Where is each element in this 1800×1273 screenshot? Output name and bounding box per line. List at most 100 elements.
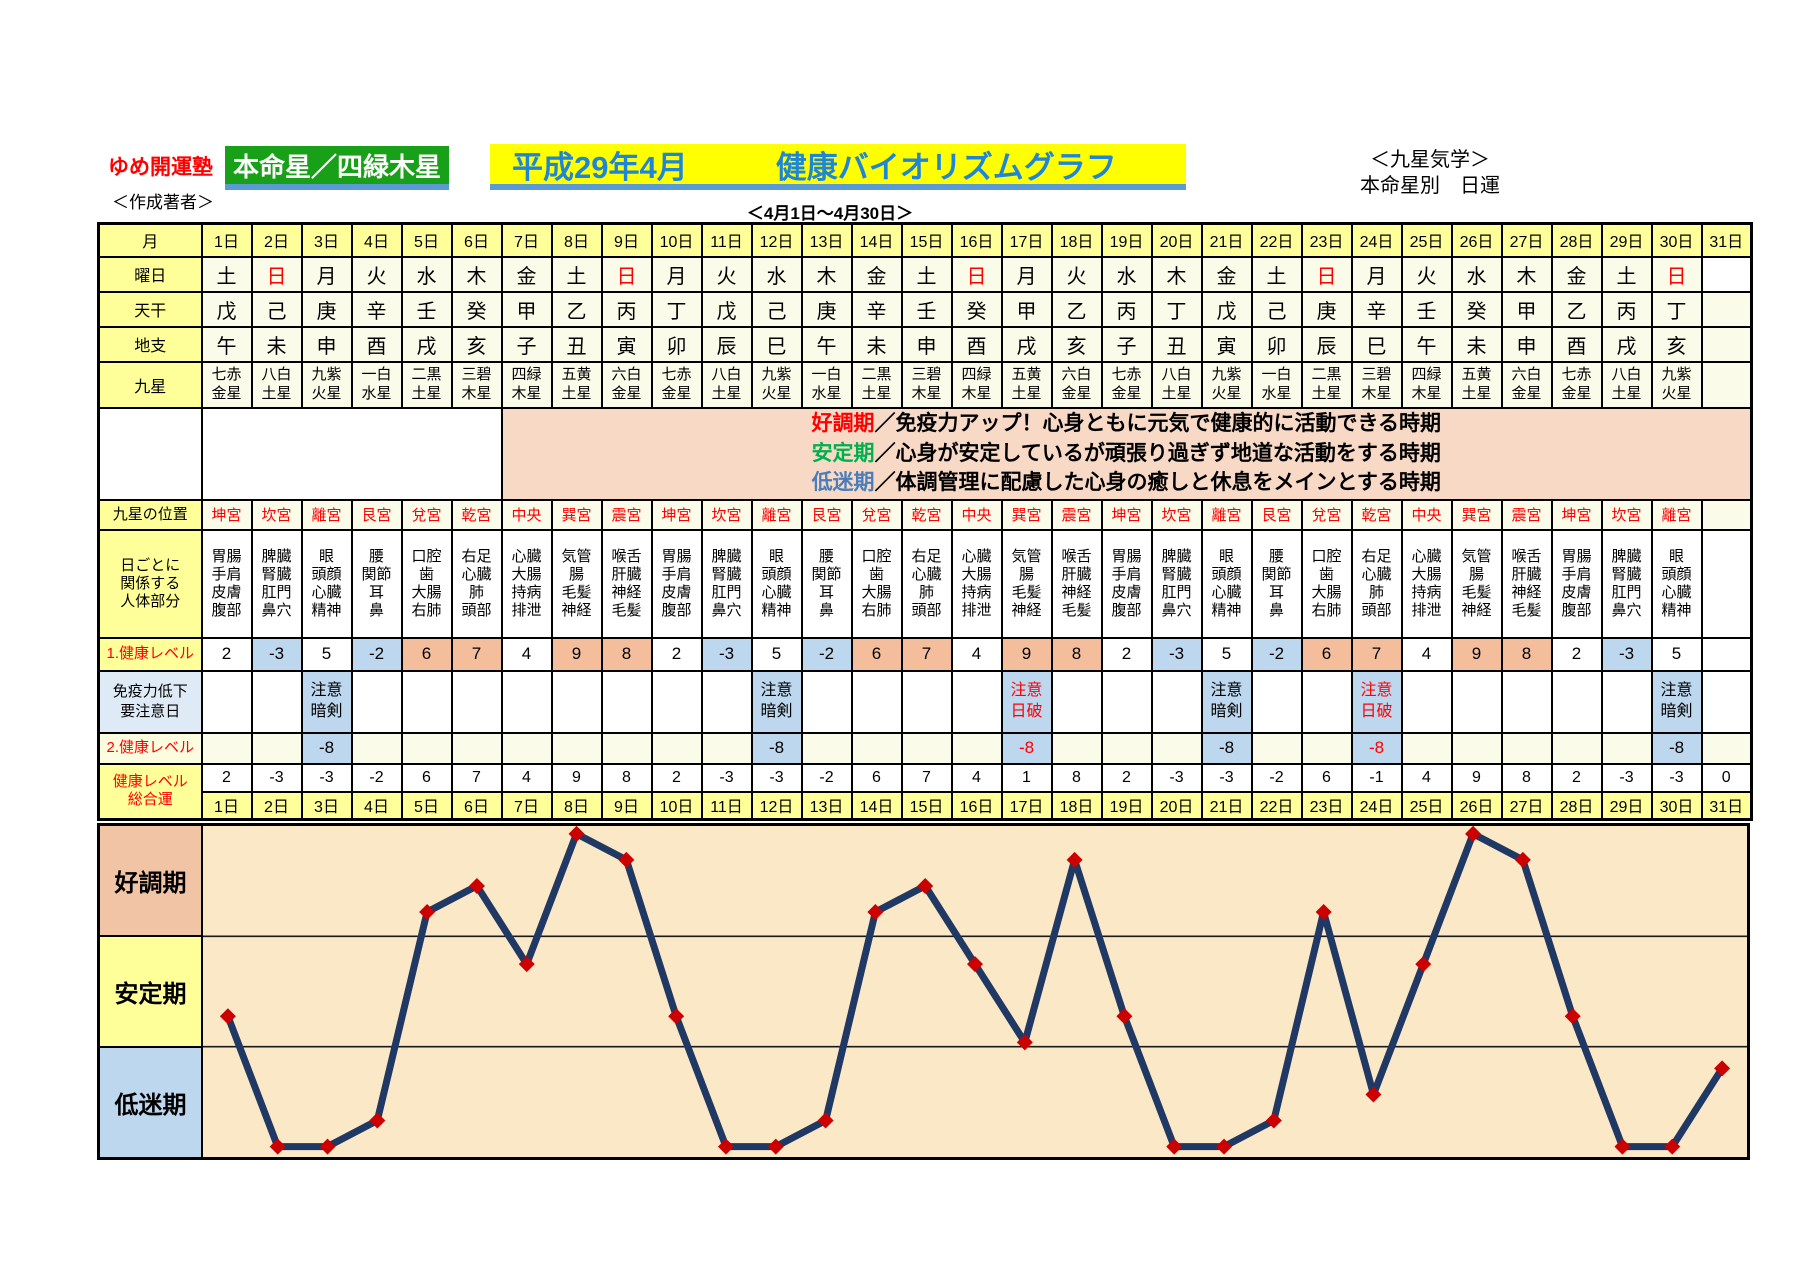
date-cell-day10: 10日: [652, 792, 702, 820]
body-parts-cell-day16: 心臓 大腸 持病 排泄: [952, 530, 1002, 638]
total-cell-day30: -3: [1652, 764, 1702, 792]
date-cell-day21: 21日: [1202, 792, 1252, 820]
weekday-cell-day13: 木: [802, 257, 852, 292]
kyusei-cell-day17: 五黄 土星: [1002, 362, 1052, 408]
position-cell-day16: 中央: [952, 500, 1002, 530]
row-label-immune: 免疫力低下 要注意日: [99, 671, 202, 733]
weekday-cell-day3: 月: [302, 257, 352, 292]
kyusei-cell-day4: 一白 水星: [352, 362, 402, 408]
level1-cell-day6: 7: [452, 638, 502, 671]
chishi-cell-day27: 申: [1502, 327, 1552, 362]
level2-cell-day13: [802, 733, 852, 764]
body-parts-cell-day28: 胃腸 手肩 皮膚 腹部: [1552, 530, 1602, 638]
kyusei-cell-day26: 五黄 土星: [1452, 362, 1502, 408]
tenkan-cell-day24: 辛: [1352, 292, 1402, 327]
weekday-cell-day23: 日: [1302, 257, 1352, 292]
total-cell-day21: -3: [1202, 764, 1252, 792]
weekday-cell-day24: 月: [1352, 257, 1402, 292]
total-cell-day4: -2: [352, 764, 402, 792]
position-cell-day19: 坤宮: [1102, 500, 1152, 530]
level2-cell-day22: [1252, 733, 1302, 764]
position-cell-day2: 坎宮: [252, 500, 302, 530]
level1-cell-day28: 2: [1552, 638, 1602, 671]
immune-cell-day15: [902, 671, 952, 733]
date-cell-day12: 12日: [752, 792, 802, 820]
position-cell-day18: 震宮: [1052, 500, 1102, 530]
level1-cell-day11: -3: [702, 638, 752, 671]
position-cell-day13: 艮宮: [802, 500, 852, 530]
tenkan-cell-day21: 戊: [1202, 292, 1252, 327]
month-cell-day16: 16日: [952, 224, 1002, 257]
chishi-cell-day18: 亥: [1052, 327, 1102, 362]
immune-cell-day2: [252, 671, 302, 733]
date-cell-day24: 24日: [1352, 792, 1402, 820]
position-cell-day3: 離宮: [302, 500, 352, 530]
immune-cell-day18: [1052, 671, 1102, 733]
legend-term-3: 低迷期: [812, 471, 875, 494]
chishi-cell-day10: 卯: [652, 327, 702, 362]
legend-text-2: ／心身が安定しているが頑張り過ぎず地道な活動をする時期: [875, 442, 1441, 465]
tenkan-cell-day10: 丁: [652, 292, 702, 327]
date-cell-day14: 14日: [852, 792, 902, 820]
immune-cell-day22: [1252, 671, 1302, 733]
row-label-weekday: 曜日: [99, 257, 202, 292]
date-cell-day30: 30日: [1652, 792, 1702, 820]
kyusei-cell-day1: 七赤 金星: [202, 362, 252, 408]
weekday-cell-day16: 日: [952, 257, 1002, 292]
position-cell-day10: 坤宮: [652, 500, 702, 530]
total-cell-day1: 2: [202, 764, 252, 792]
row-total-values: 健康レベル 総合運2-3-3-2674982-3-3-2674182-3-3-2…: [99, 764, 1752, 792]
body-parts-cell-day25: 心臓 大腸 持病 排泄: [1402, 530, 1452, 638]
row-immune-caution: 免疫力低下 要注意日注意 暗剣注意 暗剣注意 日破注意 暗剣注意 日破注意 暗剣: [99, 671, 1752, 733]
total-cell-day10: 2: [652, 764, 702, 792]
body-parts-cell-day21: 眼 頭顔 心臓 精神: [1202, 530, 1252, 638]
level2-cell-day26: [1452, 733, 1502, 764]
total-cell-day3: -3: [302, 764, 352, 792]
kyusei-cell-day28: 七赤 金星: [1552, 362, 1602, 408]
weekday-cell-day9: 日: [602, 257, 652, 292]
chishi-cell-day25: 午: [1402, 327, 1452, 362]
tenkan-cell-day2: 己: [252, 292, 302, 327]
chishi-cell-day21: 寅: [1202, 327, 1252, 362]
month-cell-day8: 8日: [552, 224, 602, 257]
chishi-cell-day16: 酉: [952, 327, 1002, 362]
immune-cell-day23: [1302, 671, 1352, 733]
level2-cell-day23: [1302, 733, 1352, 764]
month-cell-day15: 15日: [902, 224, 952, 257]
tenkan-cell-day4: 辛: [352, 292, 402, 327]
date-cell-day29: 29日: [1602, 792, 1652, 820]
kyusei-cell-day12: 九紫 火星: [752, 362, 802, 408]
author-label: ＜作成著者＞: [112, 188, 214, 213]
row-month: 月1日2日3日4日5日6日7日8日9日10日11日12日13日14日15日16日…: [99, 224, 1752, 257]
total-cell-day15: 7: [902, 764, 952, 792]
immune-cell-day14: [852, 671, 902, 733]
month-cell-day18: 18日: [1052, 224, 1102, 257]
chishi-cell-day19: 子: [1102, 327, 1152, 362]
total-cell-day14: 6: [852, 764, 902, 792]
date-cell-day23: 23日: [1302, 792, 1352, 820]
body-parts-cell-day22: 腰 関節 耳 鼻: [1252, 530, 1302, 638]
position-cell-day30: 離宮: [1652, 500, 1702, 530]
level1-cell-day12: 5: [752, 638, 802, 671]
date-cell-day22: 22日: [1252, 792, 1302, 820]
brand-name: ゆめ開運塾: [108, 151, 213, 181]
tenkan-cell-day27: 甲: [1502, 292, 1552, 327]
date-cell-day13: 13日: [802, 792, 852, 820]
kyusei-cell-day25: 四緑 木星: [1402, 362, 1452, 408]
legend-line-3: 低迷期／体調管理に配慮した心身の癒しと休息をメインとする時期: [503, 468, 1751, 498]
legend-text-1: ／免疫力アップ！心身ともに元気で健康的に活動できる時期: [874, 412, 1441, 435]
weekday-cell-day14: 金: [852, 257, 902, 292]
level2-cell-day5: [402, 733, 452, 764]
immune-cell-day10: [652, 671, 702, 733]
total-cell-day6: 7: [452, 764, 502, 792]
level2-cell-day21: -8: [1202, 733, 1252, 764]
kyusei-cell-day18: 六白 金星: [1052, 362, 1102, 408]
position-cell-day17: 巽宮: [1002, 500, 1052, 530]
total-cell-day28: 2: [1552, 764, 1602, 792]
period-subtitle: ＜4月1日～4月30日＞: [520, 199, 1140, 224]
body-parts-cell-day15: 右足 心臓 肺 頭部: [902, 530, 952, 638]
body-parts-cell-day26: 気管 腸 毛髪 神経: [1452, 530, 1502, 638]
month-cell-day20: 20日: [1152, 224, 1202, 257]
level1-cell-day23: 6: [1302, 638, 1352, 671]
level2-cell-day28: [1552, 733, 1602, 764]
